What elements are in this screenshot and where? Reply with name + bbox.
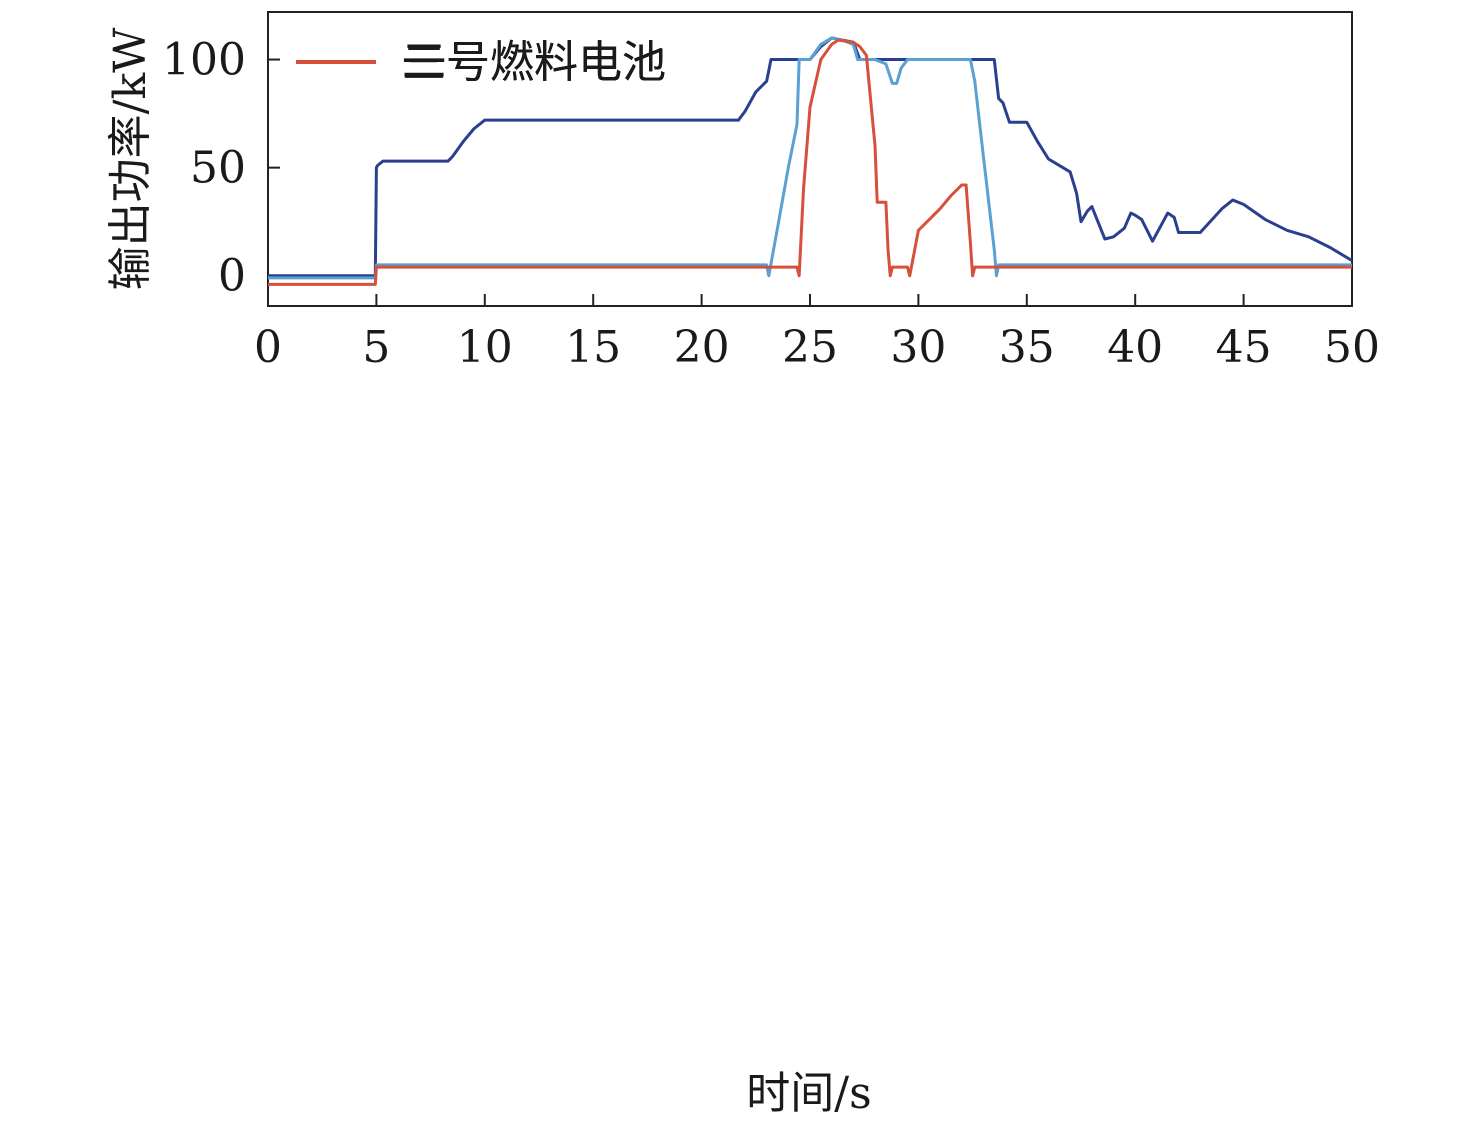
x-tick-label: 20 bbox=[674, 322, 730, 373]
x-tick-label: 50 bbox=[1324, 322, 1380, 373]
x-tick-label: 15 bbox=[565, 322, 621, 373]
legend-label: 二号燃料电池 bbox=[402, 37, 666, 88]
x-tick-label: 40 bbox=[1107, 322, 1163, 373]
x-tick-label: 10 bbox=[457, 322, 513, 373]
x-tick-label: 5 bbox=[362, 322, 390, 373]
series-line bbox=[268, 38, 1352, 286]
series-line bbox=[268, 36, 1353, 278]
series-line bbox=[268, 36, 1352, 280]
legend-label: 三号燃料电池 bbox=[402, 37, 666, 88]
x-tick-label: 45 bbox=[1216, 322, 1272, 373]
x-tick-label: 0 bbox=[254, 322, 282, 373]
x-tick-label: 25 bbox=[782, 322, 838, 373]
y-tick-label: 50 bbox=[190, 143, 246, 194]
y-tick-label: 100 bbox=[162, 35, 246, 86]
y-axis-label: 输出功率/kW bbox=[105, 27, 156, 290]
x-axis-label: 时间/s bbox=[746, 1068, 871, 1119]
legend-label: 一号燃料电池 bbox=[402, 37, 666, 88]
x-tick-label: 35 bbox=[999, 322, 1055, 373]
x-tick-label: 30 bbox=[890, 322, 946, 373]
y-tick-label: 0 bbox=[218, 251, 246, 302]
